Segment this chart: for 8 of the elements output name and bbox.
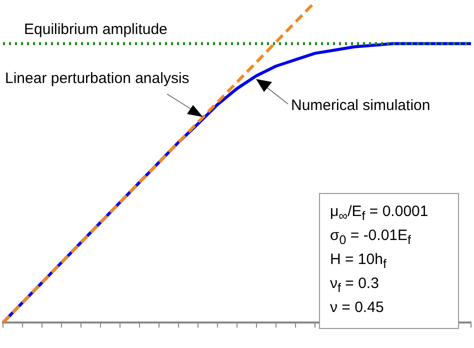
annotation: σ$_{0}$ = -0.01E$_{f}$	[330, 226, 412, 249]
annotation: Numerical simulation	[291, 97, 430, 114]
annotation: Linear perturbation analysis	[5, 70, 190, 87]
annotation: ν = 0.45	[330, 298, 385, 318]
annotation: H = 10h$_{f}$	[330, 250, 388, 273]
annotation: ν$_{f}$ = 0.3	[330, 274, 380, 297]
ref-line-label: Equilibrium amplitude	[24, 20, 168, 38]
annotation: μ$_{∞}$/E$_{f}$ = 0.0001	[330, 202, 430, 225]
